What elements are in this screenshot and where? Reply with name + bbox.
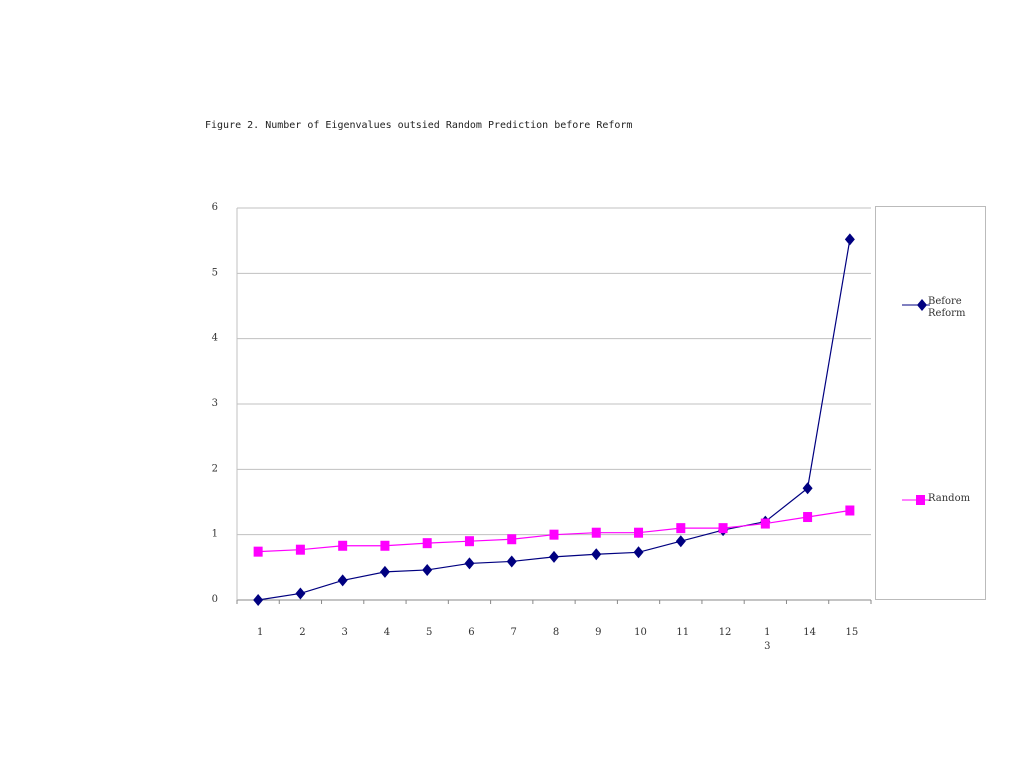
y-tick-label: 1 bbox=[212, 529, 218, 540]
legend-swatch-before-reform bbox=[902, 299, 930, 311]
x-tick-label: 8 bbox=[553, 627, 559, 638]
data-point-square bbox=[422, 538, 432, 549]
data-point-diamond bbox=[802, 482, 813, 495]
data-point-square bbox=[549, 529, 559, 540]
x-tick-label: 4 bbox=[384, 627, 390, 638]
data-point-diamond bbox=[253, 594, 264, 606]
x-tick-label: 7 bbox=[511, 627, 517, 638]
data-point-square bbox=[676, 523, 686, 534]
chart-title: Figure 2. Number of Eigenvalues outsied … bbox=[205, 120, 633, 131]
data-point-square bbox=[591, 527, 601, 538]
data-point-diamond bbox=[844, 233, 855, 246]
x-tick-label: 5 bbox=[426, 627, 432, 638]
data-point-diamond bbox=[506, 555, 517, 568]
x-tick-label: 12 bbox=[719, 627, 732, 638]
data-point-diamond bbox=[337, 574, 348, 587]
legend-item-before-reform: Before Reform bbox=[902, 296, 968, 320]
x-tick-label: 6 bbox=[468, 627, 474, 638]
x-tick-label: 10 bbox=[634, 627, 647, 638]
data-point-square bbox=[718, 523, 728, 534]
data-point-square bbox=[253, 546, 263, 557]
y-tick-label: 6 bbox=[212, 202, 218, 213]
data-point-square bbox=[507, 534, 517, 545]
data-point-square bbox=[380, 540, 390, 551]
data-point-diamond bbox=[295, 587, 306, 600]
x-tick-label: 9 bbox=[595, 627, 601, 638]
data-point-square bbox=[845, 505, 855, 516]
data-point-diamond bbox=[633, 546, 644, 559]
y-tick-label: 0 bbox=[212, 594, 218, 605]
data-point-diamond bbox=[591, 548, 602, 561]
x-tick-label: 2 bbox=[299, 627, 305, 638]
data-point-square bbox=[464, 536, 474, 547]
x-tick-label: 14 bbox=[803, 627, 816, 638]
y-tick-label: 4 bbox=[212, 333, 218, 344]
x-tick-label: 3 bbox=[341, 627, 347, 638]
y-tick-label: 5 bbox=[212, 267, 218, 278]
data-point-square bbox=[338, 540, 348, 551]
legend-label-before-reform: Before Reform bbox=[928, 296, 966, 319]
data-point-diamond bbox=[379, 565, 390, 578]
x-tick-label: 15 bbox=[845, 627, 858, 638]
data-point-diamond bbox=[549, 550, 559, 563]
data-point-diamond bbox=[464, 557, 475, 570]
legend-label-random: Random bbox=[928, 493, 971, 504]
x-tick-label: 1 bbox=[257, 627, 263, 638]
data-point-diamond bbox=[675, 535, 686, 548]
legend-item-random: Random bbox=[902, 493, 971, 510]
data-point-diamond bbox=[422, 563, 433, 576]
y-tick-label: 3 bbox=[212, 398, 218, 409]
y-tick-label: 2 bbox=[212, 463, 218, 474]
data-point-square bbox=[295, 544, 305, 555]
x-tick-label: 11 bbox=[676, 627, 689, 638]
legend: Before Reform Random bbox=[875, 206, 986, 600]
data-point-square bbox=[803, 512, 813, 523]
legend-swatch-random bbox=[902, 495, 930, 505]
data-point-square bbox=[634, 527, 644, 538]
data-point-square bbox=[760, 518, 770, 529]
